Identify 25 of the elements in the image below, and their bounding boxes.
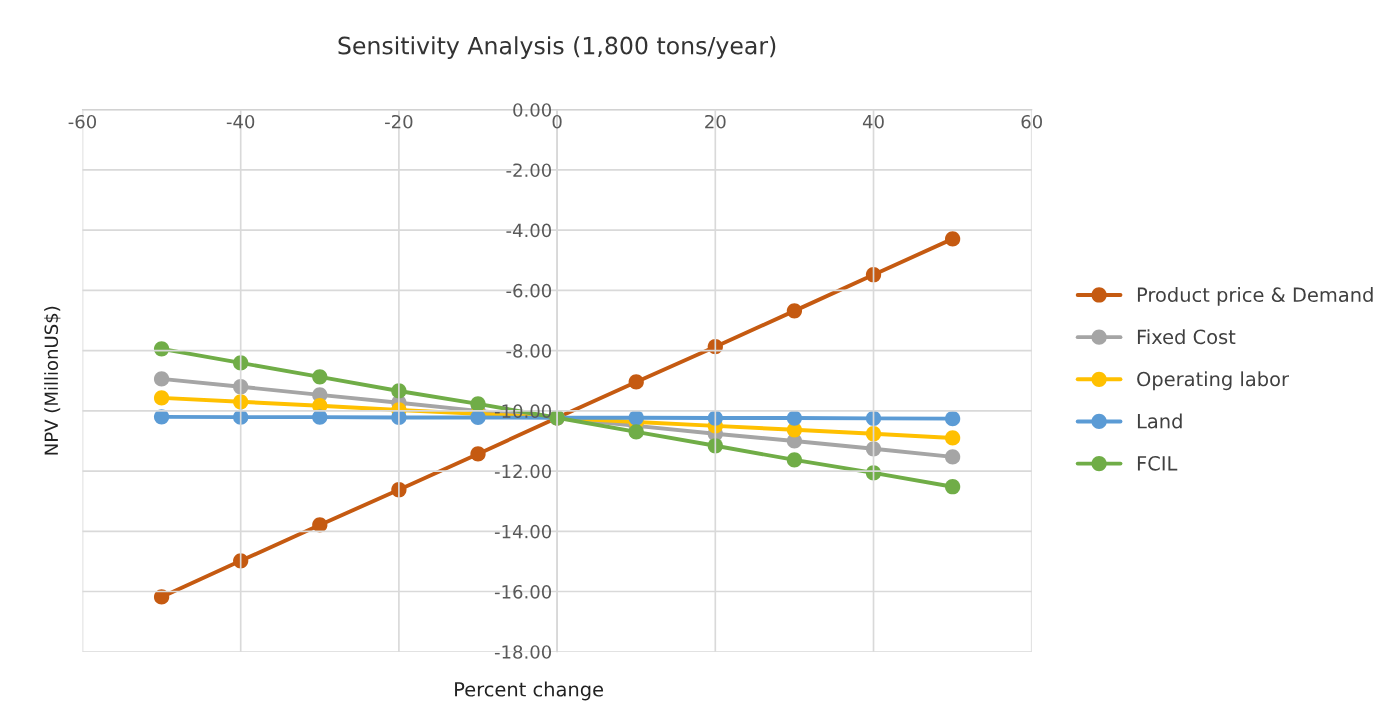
y-tick-label: 0.00	[513, 103, 552, 117]
y-tick-label: -16.00	[494, 584, 552, 599]
y-tick-label: -8.00	[506, 344, 552, 358]
y-axis-title: NPV (MillionUS$)	[44, 306, 61, 455]
y-tick-label: -18.00	[494, 645, 552, 659]
y-tick-label: -10.00	[494, 404, 552, 418]
x-tick-label: -40	[226, 114, 255, 129]
y-tick-label: -12.00	[494, 464, 552, 479]
x-axis-title: Percent change	[455, 681, 604, 701]
x-tick-label: 20	[705, 114, 726, 129]
legend-label: Fixed Cost	[1137, 329, 1236, 345]
x-tick-label: 60	[1021, 114, 1043, 129]
x-tick-label: 0	[552, 114, 562, 129]
legend-label: Product price & Demand	[1137, 287, 1373, 306]
legend-label: Operating labor	[1137, 371, 1289, 391]
y-tick-label: -4.00	[506, 223, 552, 238]
x-tick-label: -60	[68, 114, 97, 129]
y-tick-label: -2.00	[506, 163, 552, 178]
x-tick-label: -20	[385, 114, 413, 129]
chart-title: Sensitivity Analysis (1,800 tons/year)	[338, 36, 776, 60]
y-tick-label: -14.00	[494, 524, 552, 539]
y-tick-label: -6.00	[506, 283, 552, 298]
x-tick-label: 40	[862, 114, 884, 129]
legend-label: Land	[1137, 413, 1182, 429]
legend-label: FCIL	[1137, 455, 1178, 471]
